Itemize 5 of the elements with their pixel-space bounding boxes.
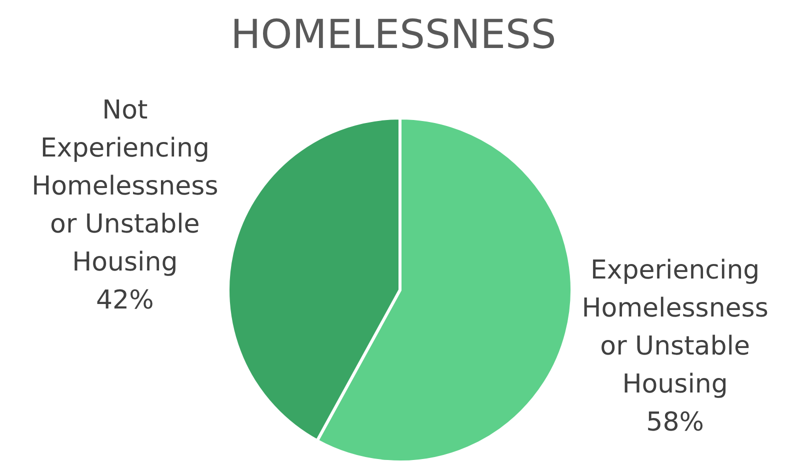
chart-title: HOMELESSNESS: [230, 12, 556, 58]
slice-label: Not Experiencing Homelessness or Unstable Housing: [32, 95, 218, 278]
slice-label: Experiencing Homelessness or Unstable Housing: [582, 256, 768, 400]
data-label: 42%: [96, 285, 154, 316]
data-label: 58%: [646, 408, 704, 438]
